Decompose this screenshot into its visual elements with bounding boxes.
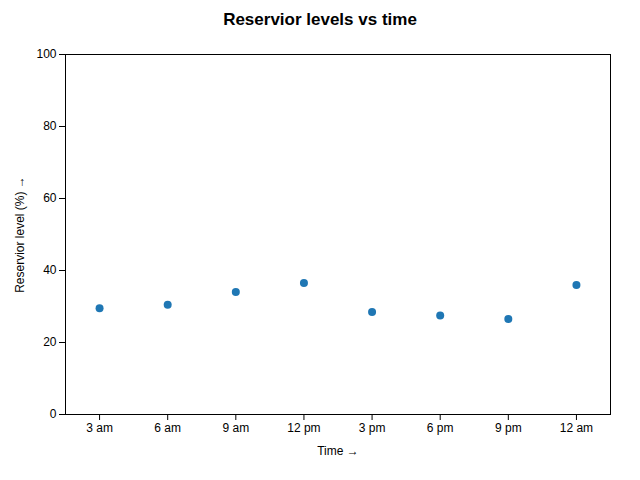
html-text:Reservior levels vs time: Reservior levels vs time [223,10,417,29]
svg-text:Time →: Time → [317,444,359,458]
svg-text:9 pm: 9 pm [495,421,522,435]
svg-text:9 am: 9 am [222,421,249,435]
svg-text:6 pm: 6 pm [427,421,454,435]
svg-text:20: 20 [43,335,57,349]
svg-text:40: 40 [43,263,57,277]
svg-text:100: 100 [36,47,56,61]
svg-text:12 pm: 12 pm [287,421,320,435]
svg-text:Reservior level (%) →: Reservior level (%) → [13,176,27,293]
svg-text:6 am: 6 am [154,421,181,435]
svg-text:12 am: 12 am [560,421,593,435]
svg-text:0: 0 [50,407,57,421]
svg-text:80: 80 [43,119,57,133]
svg-text:60: 60 [43,191,57,205]
svg-text:3 pm: 3 pm [359,421,386,435]
svg-text:3 am: 3 am [86,421,113,435]
